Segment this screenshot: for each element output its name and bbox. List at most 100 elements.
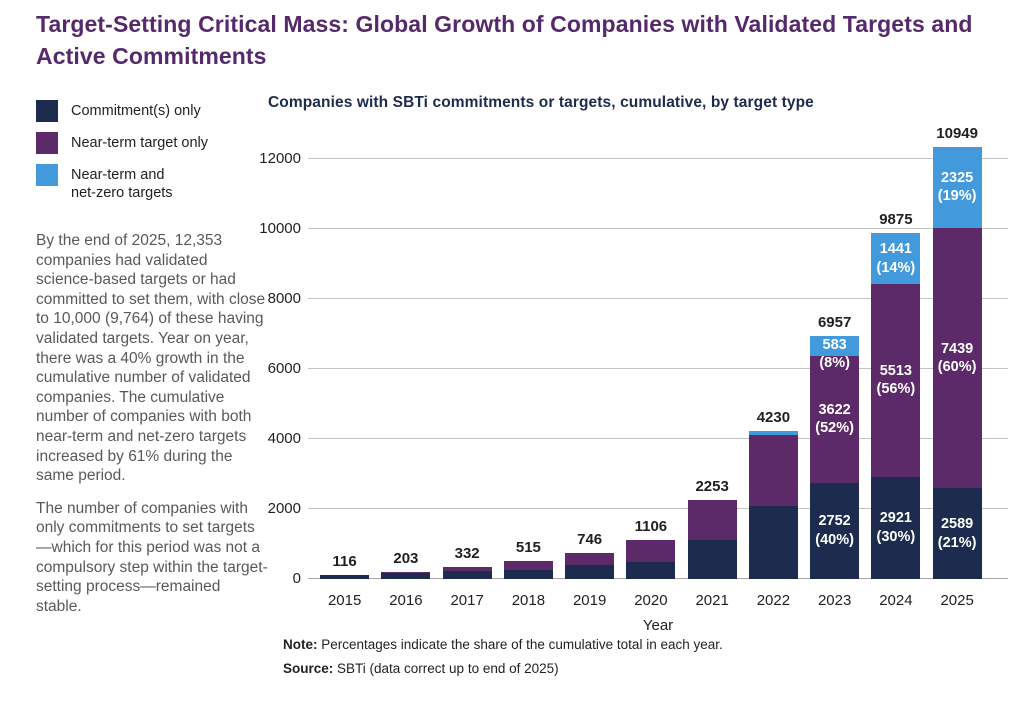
x-axis-label-2021: 2021 — [695, 592, 729, 609]
bar-2022-segment-commitment-s-only — [748, 506, 798, 579]
segment-value-label: (40%) — [815, 531, 854, 548]
y-axis-label-12000: 12000 — [259, 150, 301, 167]
bar-total-label-2022: 4230 — [756, 408, 791, 426]
bar-2018-segment-near-term-target-only — [503, 561, 553, 570]
segment-value-label: 2921 — [879, 510, 912, 527]
bar-2016-segment-near-term-target-only — [381, 571, 431, 573]
bar-2016-segment-commitment-s-only — [381, 572, 431, 579]
segment-value-label: (56%) — [876, 381, 916, 398]
y-axis-label-10000: 10000 — [259, 220, 301, 237]
bar-2018-segment-commitment-s-only — [503, 569, 553, 579]
legend-label: Commitment(s) only — [71, 103, 201, 119]
chart-note: Note: Percentages indicate the share of … — [283, 637, 723, 652]
commentary-text: By the end of 2025, 12,353 companies had… — [36, 231, 268, 629]
x-axis-label-2019: 2019 — [572, 592, 607, 609]
legend-label: Near-term and net-zero targets — [71, 167, 173, 202]
y-axis-label-6000: 6000 — [267, 360, 301, 377]
gridline-4000 — [308, 438, 1008, 439]
page-title: Target-Setting Critical Mass: Global Gro… — [36, 11, 973, 70]
purple-swatch-icon — [36, 132, 58, 154]
note-text: Percentages indicate the share of the cu… — [317, 637, 723, 652]
segment-value-label: (60%) — [937, 359, 977, 376]
x-axis-label-2024: 2024 — [879, 592, 913, 609]
bar-2020-segment-near-term-target-only — [626, 540, 676, 562]
note-prefix: Note: — [283, 637, 318, 652]
x-axis-label-2015: 2015 — [327, 592, 362, 609]
gridline-6000 — [308, 368, 1008, 369]
source-prefix: Source: — [283, 661, 334, 676]
legend-label: Near-term target only — [71, 135, 208, 151]
commentary-paragraph-2: The number of companies with only commit… — [36, 499, 268, 615]
bar-total-label-2023: 6957 — [817, 313, 852, 331]
x-axis-label-2017: 2017 — [450, 592, 484, 609]
y-axis-label-8000: 8000 — [267, 290, 301, 307]
bar-2025-segment-near-term-and-net-zero-targets: 2325 (19%) — [932, 146, 982, 229]
bar-2017-segment-near-term-target-only — [442, 567, 492, 572]
segment-value-label: (19%) — [937, 188, 977, 205]
bar-2020-segment-commitment-s-only — [626, 561, 676, 579]
bar-2025-segment-commitment-s-only: 2589 (21%) — [932, 488, 982, 579]
segment-value-label: 2325 — [940, 169, 974, 186]
gridline-8000 — [308, 298, 1008, 299]
segment-value-label: 7439 — [940, 340, 974, 357]
bar-2023-segment-commitment-s-only: 2752 (40%) — [810, 482, 860, 579]
y-axis-label-4000: 4000 — [267, 430, 301, 447]
segment-value-label: (30%) — [876, 528, 916, 545]
x-axis-label-2022: 2022 — [756, 592, 791, 609]
bar-total-label-2021: 2253 — [695, 478, 729, 496]
x-axis-label-2023: 2023 — [817, 592, 852, 609]
bar-2021-segment-commitment-s-only — [687, 540, 737, 579]
bar-total-label-2017: 332 — [454, 545, 480, 563]
bar-2023-segment-near-term-and-net-zero-targets: 583 (8%) — [810, 335, 860, 371]
chart-source: Source: SBTi (data correct up to end of … — [283, 661, 559, 676]
segment-value-label: (14%) — [876, 259, 916, 276]
segment-value-label: (8%) — [819, 355, 850, 372]
bar-total-label-2016: 203 — [393, 549, 419, 567]
bar-2024-segment-near-term-and-net-zero-targets: 1441 (14%) — [871, 233, 921, 284]
segment-value-label: 2752 — [818, 513, 851, 530]
legend-item-near-term-and-net-zero: Near-term and net-zero targets — [36, 164, 251, 202]
x-axis-title: Year — [642, 617, 674, 634]
bar-2025-segment-near-term-target-only: 7439 (60%) — [932, 228, 982, 489]
bar-total-label-2024: 9875 — [879, 211, 913, 229]
bar-2021-segment-near-term-target-only — [687, 500, 737, 541]
segment-value-label: (21%) — [937, 534, 977, 551]
legend-item-commitments-only: Commitment(s) only — [36, 100, 251, 122]
segment-value-label: 1441 — [879, 241, 912, 258]
navy-swatch-icon — [36, 100, 58, 122]
bar-2022-segment-near-term-and-net-zero-targets — [748, 430, 798, 436]
bar-total-label-2025: 10949 — [936, 124, 978, 142]
gridline-2000 — [308, 508, 1008, 509]
y-axis-label-2000: 2000 — [267, 500, 301, 517]
x-axis-label-2016: 2016 — [389, 592, 423, 609]
bar-2015-segment-commitment-s-only — [320, 574, 370, 579]
bar-total-label-2018: 515 — [515, 538, 541, 556]
y-axis-label-0: 0 — [292, 570, 301, 587]
source-text: SBTi (data correct up to end of 2025) — [333, 661, 559, 676]
commentary-paragraph-1: By the end of 2025, 12,353 companies had… — [36, 232, 266, 485]
chart-legend: Commitment(s) only Near-term target only… — [36, 100, 251, 212]
x-axis-label-2020: 2020 — [634, 592, 668, 609]
blue-swatch-icon — [36, 164, 58, 186]
x-axis-label-2025: 2025 — [940, 592, 974, 609]
bar-2024-segment-near-term-target-only: 5513 (56%) — [871, 283, 921, 477]
bar-2022-segment-near-term-target-only — [748, 435, 798, 507]
chart-plot-area: Year 0 2000 4000 6000 8000 10000 12000 116 2015 2… — [259, 118, 1008, 634]
bar-total-label-2019: 746 — [577, 530, 603, 548]
bar-total-label-2015: 116 — [332, 552, 357, 570]
segment-value-label: 2589 — [940, 516, 974, 533]
bar-2023-segment-near-term-target-only: 3622 (52%) — [810, 355, 860, 483]
segment-value-label: 3622 — [818, 401, 851, 418]
bar-2019-segment-commitment-s-only — [565, 565, 615, 579]
segment-value-label: 583 — [822, 336, 847, 353]
gridline-10000 — [308, 228, 1008, 229]
segment-value-label: 5513 — [879, 362, 912, 379]
gridline-12000 — [308, 158, 1008, 159]
chart-title: Companies with SBTi commitments or targe… — [268, 94, 814, 111]
bar-2024-segment-commitment-s-only: 2921 (30%) — [871, 476, 921, 579]
bar-2019-segment-near-term-target-only — [565, 552, 615, 565]
bar-2017-segment-commitment-s-only — [442, 571, 492, 579]
legend-item-near-term-target-only: Near-term target only — [36, 132, 251, 154]
bar-total-label-2020: 1106 — [634, 518, 668, 536]
